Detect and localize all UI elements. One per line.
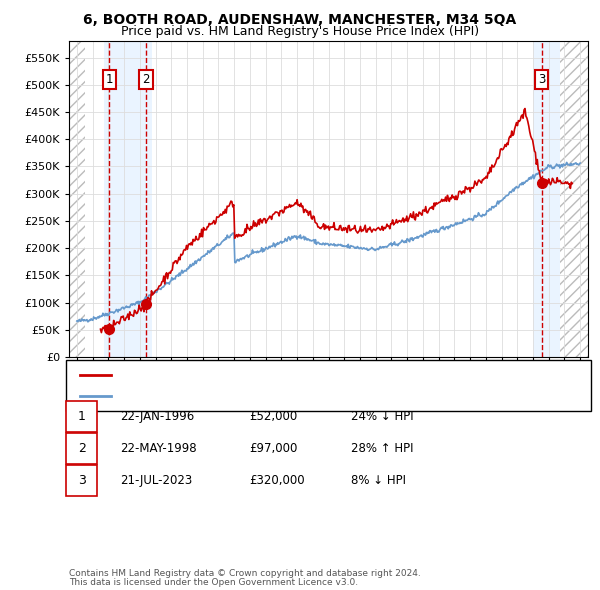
Text: £320,000: £320,000: [249, 474, 305, 487]
Text: £52,000: £52,000: [249, 410, 297, 423]
Text: Contains HM Land Registry data © Crown copyright and database right 2024.: Contains HM Land Registry data © Crown c…: [69, 569, 421, 578]
Text: 6, BOOTH ROAD, AUDENSHAW, MANCHESTER, M34 5QA (detached house): 6, BOOTH ROAD, AUDENSHAW, MANCHESTER, M3…: [116, 370, 523, 380]
Text: 2: 2: [77, 442, 86, 455]
Text: HPI: Average price, detached house, Tameside: HPI: Average price, detached house, Tame…: [116, 391, 370, 401]
Bar: [533, 41, 560, 357]
Text: 22-JAN-1996: 22-JAN-1996: [120, 410, 194, 423]
Text: 22-MAY-1998: 22-MAY-1998: [120, 442, 197, 455]
Text: 24% ↓ HPI: 24% ↓ HPI: [351, 410, 413, 423]
Text: Price paid vs. HM Land Registry's House Price Index (HPI): Price paid vs. HM Land Registry's House …: [121, 25, 479, 38]
Text: 1: 1: [106, 73, 113, 86]
Text: 1: 1: [77, 410, 86, 423]
Bar: [104, 41, 152, 357]
Text: This data is licensed under the Open Government Licence v3.0.: This data is licensed under the Open Gov…: [69, 578, 358, 587]
Bar: [69, 41, 85, 357]
Text: 28% ↑ HPI: 28% ↑ HPI: [351, 442, 413, 455]
Text: 6, BOOTH ROAD, AUDENSHAW, MANCHESTER, M34 5QA: 6, BOOTH ROAD, AUDENSHAW, MANCHESTER, M3…: [83, 13, 517, 27]
Text: £97,000: £97,000: [249, 442, 298, 455]
Bar: [560, 41, 588, 357]
Text: 2: 2: [142, 73, 149, 86]
Text: 3: 3: [538, 73, 545, 86]
Text: 3: 3: [77, 474, 86, 487]
Text: 8% ↓ HPI: 8% ↓ HPI: [351, 474, 406, 487]
Text: 21-JUL-2023: 21-JUL-2023: [120, 474, 192, 487]
